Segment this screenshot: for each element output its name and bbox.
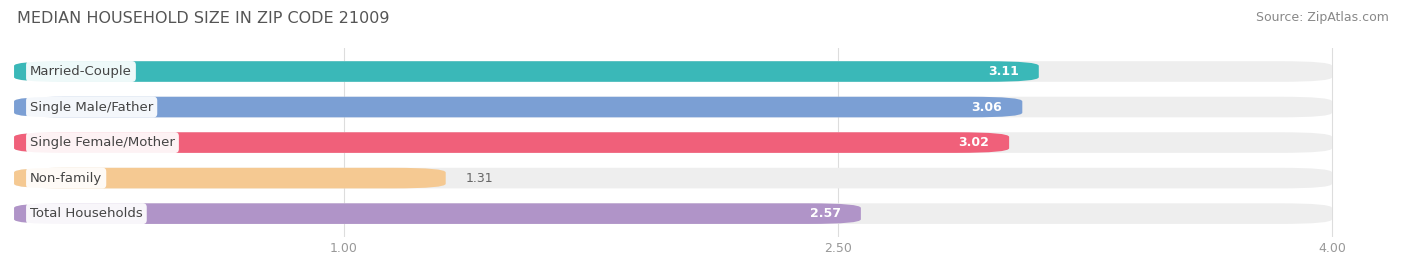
Text: 2.57: 2.57 (810, 207, 841, 220)
Text: MEDIAN HOUSEHOLD SIZE IN ZIP CODE 21009: MEDIAN HOUSEHOLD SIZE IN ZIP CODE 21009 (17, 11, 389, 26)
Text: Source: ZipAtlas.com: Source: ZipAtlas.com (1256, 11, 1389, 24)
FancyBboxPatch shape (14, 168, 446, 188)
Text: Married-Couple: Married-Couple (30, 65, 132, 78)
Text: Non-family: Non-family (30, 172, 103, 185)
Text: Total Households: Total Households (30, 207, 143, 220)
Text: Single Female/Mother: Single Female/Mother (30, 136, 174, 149)
FancyBboxPatch shape (14, 203, 860, 224)
FancyBboxPatch shape (14, 97, 1331, 117)
FancyBboxPatch shape (14, 132, 1331, 153)
FancyBboxPatch shape (14, 132, 1010, 153)
Text: 3.11: 3.11 (988, 65, 1019, 78)
FancyBboxPatch shape (14, 203, 1331, 224)
Text: 3.02: 3.02 (959, 136, 990, 149)
FancyBboxPatch shape (14, 61, 1039, 82)
Text: Single Male/Father: Single Male/Father (30, 101, 153, 114)
Text: 1.31: 1.31 (465, 172, 494, 185)
FancyBboxPatch shape (14, 97, 1022, 117)
Text: 3.06: 3.06 (972, 101, 1002, 114)
FancyBboxPatch shape (14, 168, 1331, 188)
FancyBboxPatch shape (14, 61, 1331, 82)
